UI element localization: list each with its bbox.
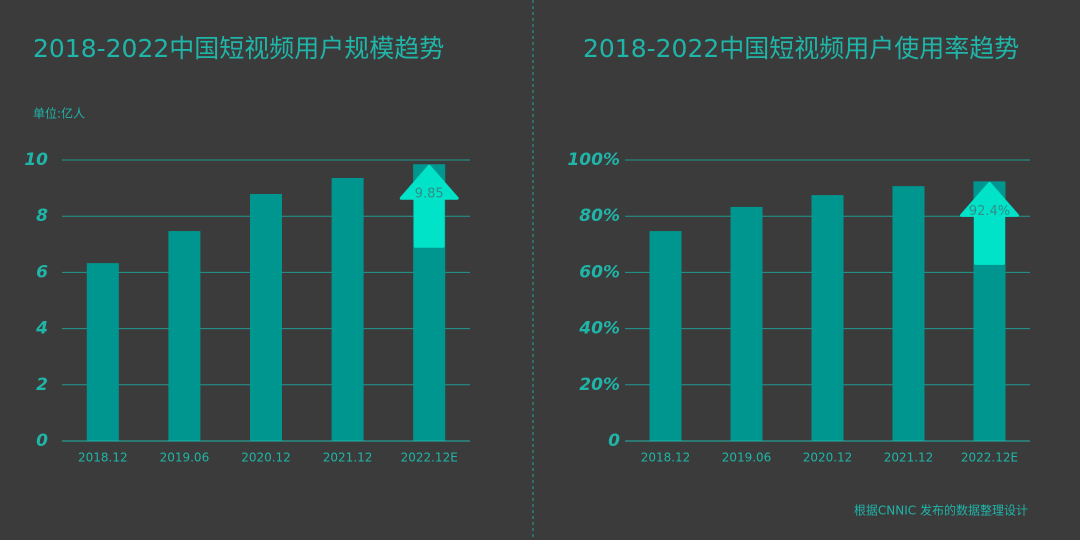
x-tick-label: 2020.12 (241, 451, 291, 465)
y-tick-label: 100% (567, 150, 620, 170)
x-tick-label: 2022.12E (961, 451, 1018, 465)
value-label: 92.4% (969, 204, 1010, 219)
bar (730, 206, 763, 441)
y-tick-label: 0 (36, 431, 48, 451)
x-tick-label: 2019.06 (160, 451, 210, 465)
bar (86, 263, 119, 441)
highlight-arrow (960, 181, 1019, 265)
bar (649, 231, 682, 441)
x-tick-label: 2021.12 (884, 451, 934, 465)
bar (250, 194, 282, 441)
y-tick-label: 6 (36, 262, 48, 282)
x-tick-label: 2018.12 (641, 451, 691, 465)
highlight-arrow (399, 164, 459, 248)
y-tick-label: 60% (579, 262, 620, 282)
x-tick-label: 2018.12 (78, 451, 128, 465)
y-tick-label: 2 (36, 375, 48, 395)
x-tick-label: 2021.12 (323, 451, 373, 465)
x-tick-label: 2019.06 (722, 451, 772, 465)
y-tick-label: 4 (35, 319, 48, 339)
chart-title: 2018-2022中国短视频用户规模趋势 (33, 34, 444, 63)
y-tick-label: 0 (608, 431, 620, 451)
source-note: 根据CNNIC 发布的数据整理设计 (854, 503, 1028, 518)
y-tick-label: 80% (579, 206, 620, 226)
bar (168, 231, 201, 441)
y-tick-label: 40% (578, 319, 620, 339)
bar (331, 177, 364, 441)
bar (892, 186, 925, 441)
x-tick-label: 2020.12 (803, 451, 853, 465)
bar (811, 195, 844, 441)
y-tick-label: 8 (36, 206, 48, 226)
x-tick-label: 2022.12E (401, 451, 458, 465)
unit-label: 单位:亿人 (33, 106, 85, 121)
y-tick-label: 10 (24, 150, 48, 170)
y-tick-label: 20% (579, 375, 620, 395)
chart-title: 2018-2022中国短视频用户使用率趋势 (583, 34, 1019, 63)
value-label: 9.85 (415, 187, 444, 202)
